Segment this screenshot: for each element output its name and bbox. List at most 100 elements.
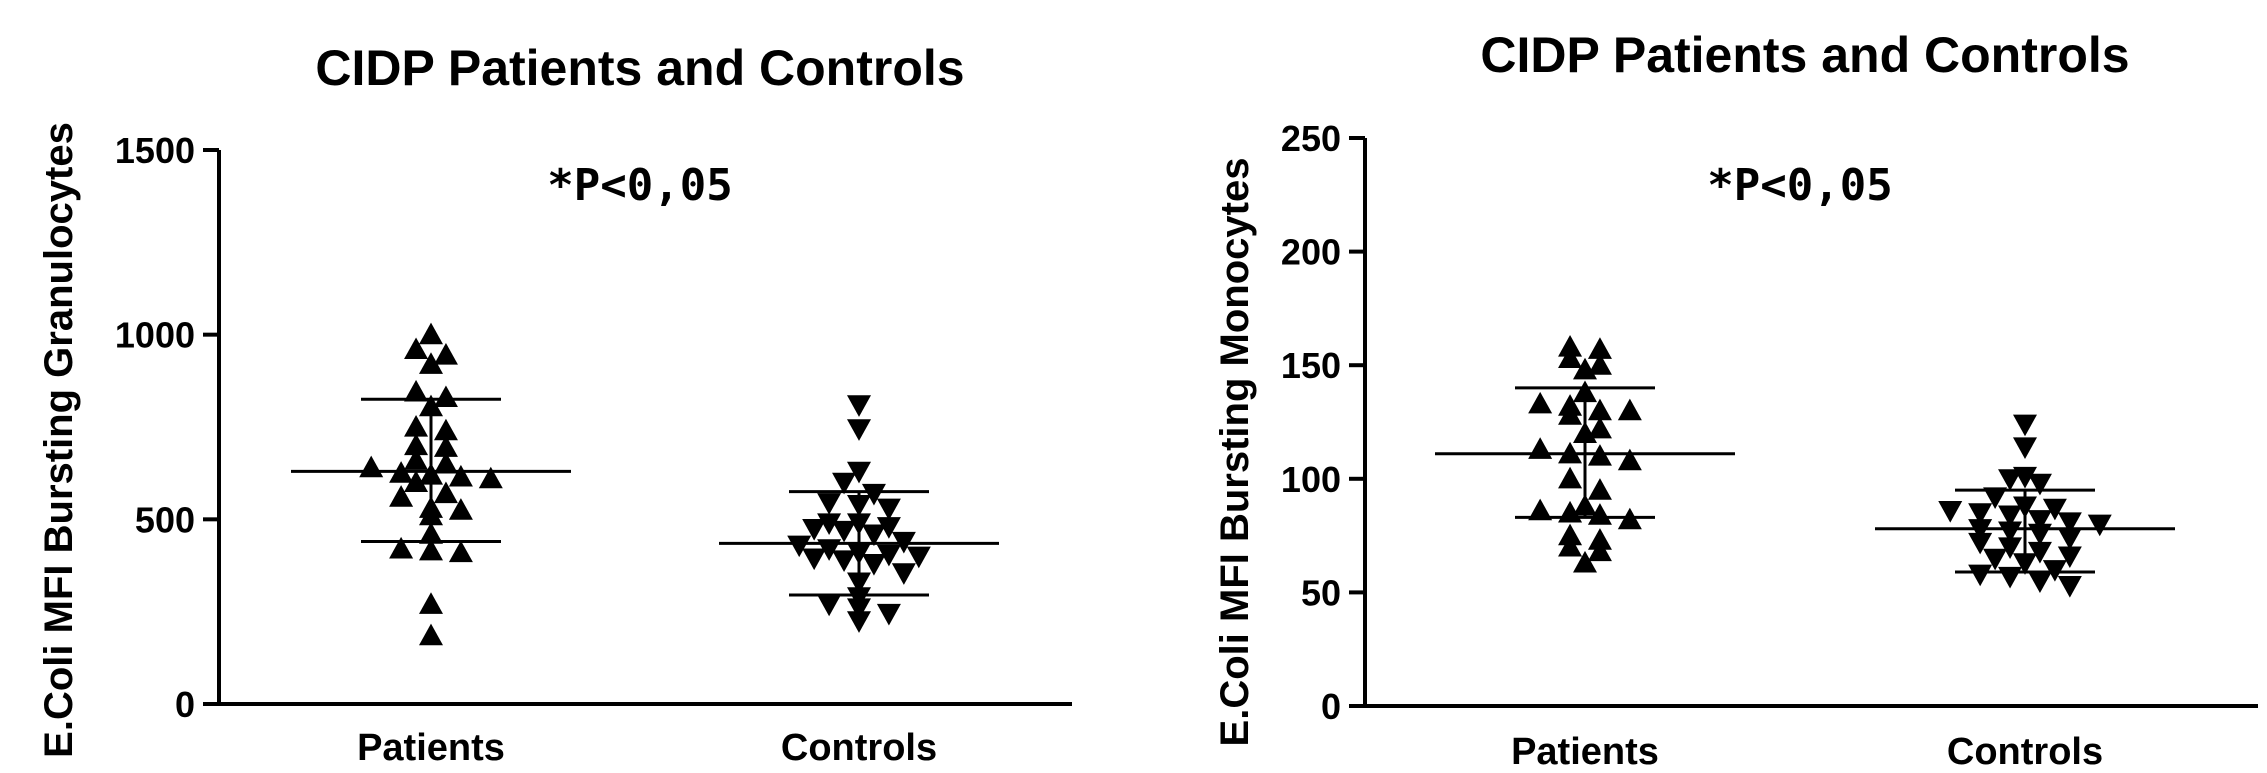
control-point [2027,571,2052,594]
control-point [817,513,842,536]
patient-point [433,342,458,365]
category-label-controls: Controls [781,727,937,769]
significance-annotation: *P<0,05 [547,160,732,211]
control-point [876,603,901,626]
control-point [832,520,857,543]
patient-point [404,337,429,360]
control-point [876,498,901,521]
significance-annotation: *P<0,05 [1707,160,1892,211]
control-point [787,535,812,558]
patient-point [478,466,503,489]
patient-point [1617,398,1642,421]
patient-point [404,379,429,402]
control-point [906,546,931,569]
control-point [1983,548,2008,571]
control-point [891,563,916,585]
patient-point [448,464,473,487]
patient-point [1587,528,1612,550]
y-axis-label: E.Coli MFI Bursting Granulocytes [37,122,81,758]
patient-point [1558,335,1583,357]
y-tick-label: 200 [1281,232,1341,273]
category-label-patients: Patients [357,727,505,769]
control-point [817,493,842,515]
control-point [2027,473,2052,496]
control-point [1998,469,2023,491]
control-point [1968,532,1993,555]
control-point [847,611,871,633]
patient-point [1587,398,1612,421]
control-point [2013,466,2037,489]
patient-point [448,498,473,520]
control-point [2013,437,2037,459]
patient-point [1587,478,1612,500]
control-point [876,517,901,539]
control-point [832,472,857,495]
patient-point [433,385,458,408]
control-point [1968,564,1993,587]
control-point [2057,575,2082,598]
control-point [1938,501,1963,523]
control-point [832,550,857,572]
patient-point [433,481,458,504]
control-point [802,518,827,541]
patient-point [389,485,414,507]
patient-point [1528,391,1553,414]
patient-point [404,470,429,492]
patient-point [1558,466,1583,489]
control-point [847,598,871,620]
control-point [817,594,842,617]
control-point [847,395,871,417]
y-tick-label: 1000 [115,315,195,356]
y-tick-label: 0 [1321,686,1341,727]
control-point [1998,521,2023,544]
y-tick-label: 150 [1281,345,1341,386]
patient-point [419,538,443,561]
patient-point [433,435,458,457]
control-point [2057,512,2082,534]
control-point [802,548,827,571]
chart-granulocytes: CIDP Patients and Controls *P<0,05 E.Col… [37,40,1072,769]
patient-point [1528,498,1553,521]
patient-point [404,415,429,437]
control-point [2057,546,2082,569]
y-axis-label: E.Coli MFI Bursting Monocytes [1213,158,1257,747]
patient-point [419,623,443,646]
control-point [2027,541,2052,564]
patient-point [359,455,384,478]
control-point [1998,505,2023,528]
patient-point [1558,523,1583,546]
control-point [2013,414,2037,437]
patient-point [1558,346,1583,368]
control-point [1998,537,2023,559]
patient-point [1587,503,1612,525]
y-ticks: 0 50 100 150 200 250 [1281,118,1365,727]
patient-point [1558,534,1583,557]
chart-title: CIDP Patients and Controls [315,40,964,96]
control-point [876,544,901,567]
patient-point [1587,539,1612,562]
control-point [847,587,871,609]
control-point [2087,514,2112,537]
patient-point [419,592,443,614]
category-label-controls: Controls [1947,731,2103,773]
category-label-patients: Patients [1511,731,1659,773]
patient-point [433,418,458,441]
control-point [2042,498,2067,521]
control-point [861,483,886,506]
patient-point [404,448,429,470]
control-point [2057,528,2082,550]
patient-point [1573,550,1597,573]
patient-point [419,352,443,374]
patient-point [419,322,443,345]
patient-point [1587,416,1612,439]
patient-point [448,540,473,563]
control-point [847,419,871,441]
y-tick-label: 250 [1281,118,1341,159]
patient-point [1587,353,1612,375]
patient-point [404,433,429,456]
patient-point [1617,448,1642,471]
y-tick-label: 500 [135,499,195,540]
y-tick-label: 1500 [115,130,195,171]
y-tick-label: 0 [175,684,195,725]
data-marks [291,322,999,646]
